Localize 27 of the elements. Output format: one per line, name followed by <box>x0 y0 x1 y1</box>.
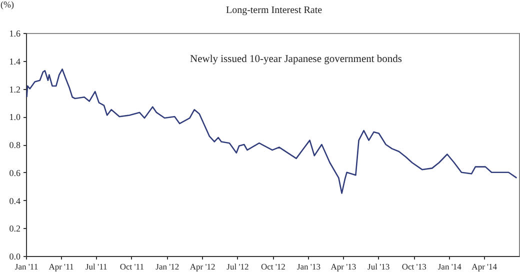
line-series <box>26 68 518 194</box>
y-tick-label: 0.0 <box>9 252 21 262</box>
x-tick-label: Apr '13 <box>330 262 356 272</box>
y-tick-label: 0.8 <box>9 140 21 150</box>
x-tick-label: Oct '11 <box>120 262 144 272</box>
y-tick-label: 1.2 <box>9 84 20 94</box>
x-tick-label: Jan '13 <box>296 262 320 272</box>
x-tick-label: Jul '13 <box>368 262 390 272</box>
x-tick-label: Jan '14 <box>438 262 462 272</box>
y-axis-title: (%) <box>0 0 14 10</box>
y-tick-label: 1.0 <box>9 112 21 122</box>
y-tick-label: 0.6 <box>9 168 21 178</box>
x-tick-label: Apr '12 <box>190 262 216 272</box>
x-tick-label: Jul '12 <box>226 262 249 272</box>
x-tick-label: Jan '12 <box>156 262 180 272</box>
x-tick-label: Jan '11 <box>14 262 38 272</box>
annotation: Newly issued 10-year Japanese government bonds <box>190 54 402 65</box>
x-tick-label: Oct '13 <box>402 262 426 272</box>
x-tick-label: Oct '12 <box>260 262 286 272</box>
x-tick-label: Jul '11 <box>85 262 108 272</box>
y-tick-label: 1.6 <box>9 28 21 38</box>
y-tick-label: 1.4 <box>9 56 21 66</box>
x-tick-label: Apr '14 <box>472 262 498 272</box>
y-tick-label: 0.2 <box>9 224 20 234</box>
x-tick-label: Apr '11 <box>48 262 74 272</box>
y-tick-label: 0.4 <box>9 196 21 206</box>
chart-title: Long-term Interest Rate <box>226 5 323 16</box>
